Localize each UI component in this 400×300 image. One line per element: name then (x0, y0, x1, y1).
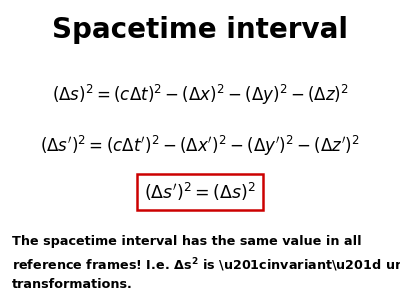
Text: $(\Delta s')^2 = (\Delta s)^2$: $(\Delta s')^2 = (\Delta s)^2$ (144, 181, 256, 203)
Text: transformations.: transformations. (12, 278, 133, 290)
Text: Spacetime interval: Spacetime interval (52, 16, 348, 44)
Text: The spacetime interval has the same value in all: The spacetime interval has the same valu… (12, 236, 362, 248)
Text: reference frames! I.e. $\mathbf{\Delta s^2}$ is \u201cinvariant\u201d under Lore: reference frames! I.e. $\mathbf{\Delta s… (12, 256, 400, 274)
Text: $(\Delta s')^2 = (c\Delta t')^2 - (\Delta x')^2 - (\Delta y')^2 - (\Delta z')^2$: $(\Delta s')^2 = (c\Delta t')^2 - (\Delt… (40, 134, 360, 158)
Text: $(\Delta s)^2 = (c\Delta t)^2 - (\Delta x)^2 - (\Delta y)^2 - (\Delta z)^2$: $(\Delta s)^2 = (c\Delta t)^2 - (\Delta … (52, 82, 348, 106)
